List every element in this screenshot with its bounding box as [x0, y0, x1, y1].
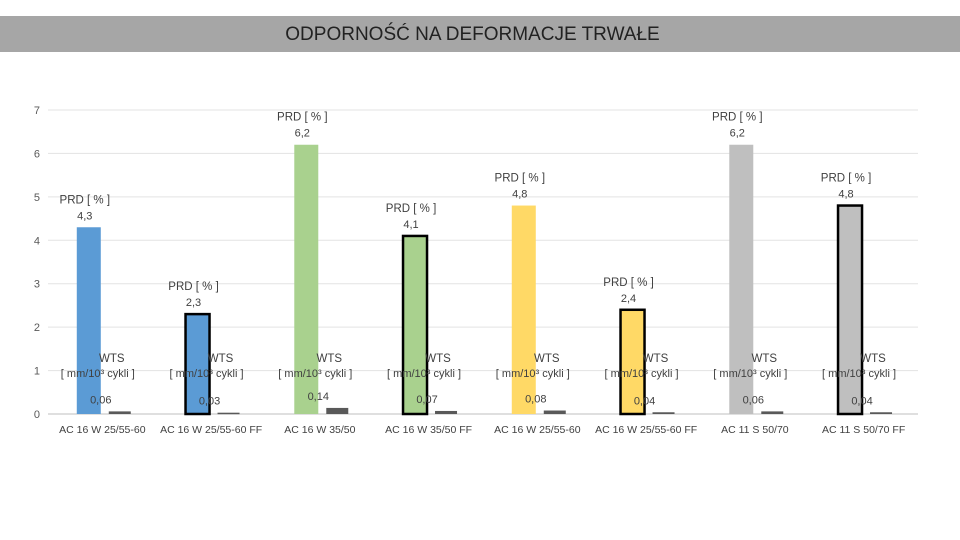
wts-bar [435, 410, 458, 414]
prd-value-label: 4,8 [838, 189, 853, 201]
y-tick-label: 3 [34, 279, 40, 291]
wts-series-label: WTS [534, 353, 560, 365]
prd-series-label: PRD [ % ] [603, 277, 653, 289]
prd-value-label: 6,2 [295, 128, 310, 140]
y-tick-label: 7 [34, 105, 40, 117]
wts-value-label: 0,04 [634, 395, 655, 407]
wts-bar [217, 412, 240, 415]
wts-series-label: WTS [860, 353, 886, 365]
prd-bar [729, 144, 754, 414]
wts-series-label: WTS [99, 353, 125, 365]
wts-series-unit: [ mm/10³ cykli ] [61, 368, 135, 380]
wts-bar [543, 410, 566, 414]
y-tick-label: 1 [34, 366, 40, 378]
x-category-label: AC 11 S 50/70 [721, 424, 789, 436]
wts-value-label: 0,07 [416, 394, 437, 406]
wts-bar [326, 407, 349, 414]
wts-series-label: WTS [643, 353, 669, 365]
prd-bar [76, 227, 101, 414]
x-category-label: AC 16 W 35/50 FF [385, 424, 472, 436]
y-tick-label: 6 [34, 148, 40, 160]
prd-series-label: PRD [ % ] [712, 112, 762, 124]
wts-series-unit: [ mm/10³ cykli ] [496, 368, 570, 380]
wts-series-unit: [ mm/10³ cykli ] [822, 368, 896, 380]
wts-series-unit: [ mm/10³ cykli ] [605, 368, 679, 380]
wts-value-label: 0,06 [90, 394, 111, 406]
wts-bar [870, 412, 893, 414]
wts-series-unit: [ mm/10³ cykli ] [170, 368, 244, 380]
prd-value-label: 2,4 [621, 293, 636, 305]
prd-bar [836, 204, 864, 416]
wts-bar [652, 412, 675, 414]
wts-bar [108, 411, 131, 414]
wts-series-label: WTS [208, 353, 234, 365]
prd-bar [294, 144, 319, 414]
title-bar: ODPORNOŚĆ NA DEFORMACJE TRWAŁE [0, 16, 960, 52]
wts-series-unit: [ mm/10³ cykli ] [278, 368, 352, 380]
y-tick-label: 0 [34, 409, 40, 421]
wts-bar [761, 411, 784, 414]
x-category-label: AC 16 W 25/55-60 [494, 424, 581, 436]
prd-value-label: 4,8 [512, 189, 527, 201]
wts-series-label: WTS [316, 353, 342, 365]
prd-bar [511, 205, 536, 414]
wts-value-label: 0,03 [199, 396, 220, 408]
x-category-label: AC 16 W 25/55-60 [59, 424, 146, 436]
x-category-label: AC 16 W 25/55-60 FF [160, 424, 262, 436]
prd-series-label: PRD [ % ] [386, 203, 436, 215]
wts-value-label: 0,06 [743, 394, 764, 406]
wts-value-label: 0,14 [308, 391, 329, 403]
y-tick-label: 2 [34, 322, 40, 334]
x-category-label: AC 11 S 50/70 FF [822, 424, 905, 436]
wts-series-unit: [ mm/10³ cykli ] [387, 368, 461, 380]
y-tick-label: 4 [34, 235, 40, 247]
prd-bar [619, 308, 646, 416]
y-tick-label: 5 [34, 192, 40, 204]
wts-value-label: 0,04 [851, 395, 872, 407]
x-category-label: AC 16 W 35/50 [284, 424, 355, 436]
wts-series-label: WTS [425, 353, 451, 365]
chart-title: ODPORNOŚĆ NA DEFORMACJE TRWAŁE [285, 24, 660, 45]
wts-value-label: 0,08 [525, 394, 546, 406]
prd-series-label: PRD [ % ] [277, 112, 327, 124]
prd-value-label: 4,1 [403, 219, 418, 231]
prd-bar [184, 312, 211, 416]
prd-bar [401, 234, 429, 416]
prd-value-label: 2,3 [186, 297, 201, 309]
prd-value-label: 6,2 [730, 128, 745, 140]
prd-series-label: PRD [ % ] [495, 173, 545, 185]
prd-value-label: 4,3 [77, 210, 92, 222]
prd-series-label: PRD [ % ] [168, 281, 218, 293]
wts-series-label: WTS [751, 353, 777, 365]
x-category-label: AC 16 W 25/55-60 FF [595, 424, 697, 436]
prd-series-label: PRD [ % ] [821, 173, 871, 185]
prd-series-label: PRD [ % ] [60, 194, 110, 206]
wts-series-unit: [ mm/10³ cykli ] [713, 368, 787, 380]
